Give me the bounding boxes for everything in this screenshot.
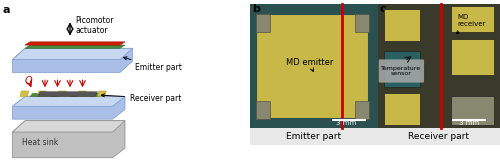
Bar	[451, 6, 494, 32]
Text: 3 mm: 3 mm	[459, 120, 479, 126]
Polygon shape	[12, 97, 125, 119]
Polygon shape	[12, 48, 132, 72]
Text: Receiver part: Receiver part	[408, 132, 469, 141]
Text: Emitter part: Emitter part	[286, 132, 342, 141]
Polygon shape	[38, 91, 46, 97]
Polygon shape	[58, 91, 66, 97]
Bar	[384, 9, 420, 41]
Text: Temperature
sensor: Temperature sensor	[382, 66, 422, 76]
Bar	[384, 93, 420, 125]
Bar	[256, 14, 368, 119]
Bar	[256, 101, 270, 119]
Text: Picomotor
actuator: Picomotor actuator	[75, 16, 114, 35]
Text: MD
receiver: MD receiver	[456, 14, 486, 34]
Bar	[250, 128, 378, 145]
Text: Heater: Heater	[55, 32, 84, 41]
Polygon shape	[38, 92, 98, 97]
Text: Emitter part: Emitter part	[124, 57, 182, 72]
Bar	[256, 14, 270, 32]
Text: Receiver part: Receiver part	[102, 94, 182, 103]
Bar	[378, 128, 500, 145]
Polygon shape	[25, 42, 125, 45]
FancyBboxPatch shape	[378, 59, 424, 83]
Text: MD emitter: MD emitter	[286, 58, 333, 71]
Text: a: a	[2, 5, 10, 15]
Polygon shape	[12, 48, 132, 60]
Polygon shape	[20, 91, 29, 97]
Bar	[354, 14, 368, 32]
Bar	[378, 4, 500, 128]
Bar	[451, 39, 494, 75]
Polygon shape	[90, 93, 102, 97]
Polygon shape	[12, 121, 125, 132]
Bar	[354, 101, 368, 119]
Text: Heat sink: Heat sink	[22, 138, 59, 147]
Text: 3 mm: 3 mm	[336, 120, 356, 126]
Text: c: c	[380, 4, 386, 14]
Bar	[384, 51, 420, 87]
Text: Q: Q	[25, 76, 32, 86]
Text: b: b	[252, 4, 260, 14]
Polygon shape	[50, 93, 62, 97]
Polygon shape	[30, 93, 42, 97]
Polygon shape	[78, 91, 86, 97]
Bar	[451, 96, 494, 125]
Polygon shape	[12, 97, 125, 106]
Polygon shape	[12, 121, 125, 158]
Polygon shape	[25, 45, 125, 48]
Polygon shape	[98, 91, 106, 97]
Polygon shape	[70, 93, 82, 97]
Bar	[250, 4, 378, 128]
